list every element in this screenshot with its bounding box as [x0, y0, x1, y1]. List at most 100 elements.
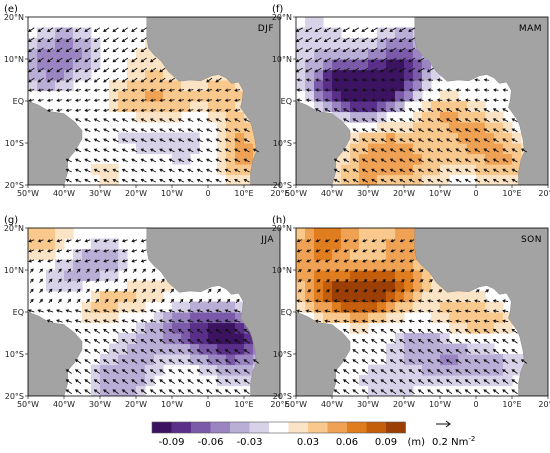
- anomaly-cell: [244, 143, 254, 155]
- anomaly-cell: [296, 301, 306, 313]
- anomaly-cell: [332, 280, 342, 292]
- colorbar-swatch: [191, 422, 211, 433]
- wind-arrow: [446, 168, 453, 173]
- wind-arrow: [149, 359, 157, 364]
- wind-arrow: [436, 168, 443, 173]
- wind-arrow: [196, 148, 203, 153]
- wind-arrow: [418, 88, 424, 92]
- wind-arrow: [324, 309, 331, 313]
- wind-arrow: [65, 259, 72, 263]
- anomaly-cell: [359, 48, 369, 60]
- wind-arrow: [333, 98, 340, 102]
- anomaly-cell: [323, 90, 333, 102]
- anomaly-cell: [341, 143, 351, 155]
- wind-arrow: [29, 288, 34, 293]
- guiana-coast-landmass: [28, 71, 29, 93]
- anomaly-cell: [323, 48, 333, 60]
- anomaly-cell: [440, 333, 450, 345]
- wind-arrow: [408, 309, 415, 313]
- anomaly-cell: [413, 291, 423, 303]
- wind-arrow: [168, 319, 175, 323]
- wind-arrow: [343, 259, 349, 263]
- wind-arrow: [187, 178, 194, 183]
- wind-arrow: [325, 279, 331, 283]
- wind-arrow: [417, 118, 425, 123]
- wind-arrow: [140, 359, 147, 364]
- season-label: JJA: [260, 235, 274, 245]
- wind-arrow: [305, 27, 313, 32]
- anomaly-cell: [377, 280, 387, 292]
- anomaly-cell: [235, 312, 245, 324]
- anomaly-cell: [404, 59, 414, 71]
- anomaly-cell: [118, 333, 128, 345]
- y-tick-label: EQ: [13, 97, 24, 106]
- wind-arrow: [112, 168, 119, 173]
- wind-arrow: [389, 168, 397, 173]
- wind-arrow: [57, 278, 62, 283]
- wind-arrow: [206, 389, 213, 395]
- anomaly-cell: [46, 238, 56, 250]
- anomaly-cell: [46, 59, 56, 71]
- anomaly-cell: [404, 48, 414, 60]
- wind-arrow: [408, 349, 415, 354]
- y-tick-label: EQ: [13, 308, 24, 317]
- wind-arrow: [511, 138, 518, 143]
- anomaly-cell: [217, 122, 227, 134]
- wind-arrow: [85, 268, 90, 273]
- anomaly-cell: [431, 364, 441, 376]
- anomaly-cell: [368, 238, 378, 250]
- anomaly-cell: [314, 69, 324, 81]
- wind-arrow: [28, 239, 35, 243]
- anomaly-cell: [395, 80, 405, 92]
- wind-arrow: [243, 379, 250, 384]
- anomaly-cell: [37, 48, 47, 60]
- anomaly-cell: [458, 301, 468, 313]
- anomaly-cell: [73, 280, 83, 292]
- wind-arrow: [296, 78, 302, 82]
- anomaly-cell: [386, 238, 396, 250]
- wind-arrow: [371, 118, 378, 123]
- wind-arrow: [121, 259, 128, 263]
- wind-arrow: [361, 57, 369, 63]
- wind-arrow: [140, 47, 147, 53]
- wind-arrow: [446, 158, 453, 163]
- anomaly-cell: [296, 291, 306, 303]
- anomaly-cell: [467, 111, 477, 123]
- anomaly-cell: [386, 122, 396, 134]
- wind-arrow: [438, 289, 443, 293]
- anomaly-cell: [341, 259, 351, 271]
- wind-arrow: [372, 279, 377, 283]
- anomaly-cell: [305, 38, 315, 50]
- wind-arrow: [187, 118, 194, 123]
- wind-arrow: [371, 389, 378, 395]
- anomaly-cell: [485, 164, 495, 176]
- wind-arrow: [314, 299, 321, 303]
- wind-arrow: [371, 178, 378, 183]
- x-tick-label: 10°W: [161, 189, 183, 198]
- wind-arrow: [187, 359, 194, 364]
- wind-arrow: [93, 249, 100, 253]
- africa-landmass: [146, 228, 280, 396]
- wind-arrow: [121, 98, 128, 102]
- anomaly-cell: [145, 354, 155, 366]
- wind-arrow: [361, 178, 368, 183]
- wind-arrow: [56, 88, 63, 92]
- anomaly-cell: [404, 343, 414, 355]
- anomaly-cell: [449, 364, 459, 376]
- anomaly-cell: [181, 333, 191, 345]
- wind-arrow: [464, 88, 471, 92]
- anomaly-cell: [226, 301, 236, 313]
- anomaly-cell: [118, 291, 128, 303]
- wind-arrow: [37, 309, 44, 313]
- wind-arrow: [140, 168, 147, 173]
- wind-arrow: [67, 278, 72, 283]
- wind-arrow: [352, 389, 359, 395]
- wind-arrow: [323, 57, 331, 63]
- wind-arrow: [408, 138, 415, 143]
- wind-arrow: [483, 158, 490, 163]
- anomaly-cell: [190, 333, 200, 345]
- anomaly-cell: [413, 69, 423, 81]
- anomaly-cell: [118, 343, 128, 355]
- anomaly-cell: [136, 322, 146, 334]
- anomaly-cell: [154, 101, 164, 113]
